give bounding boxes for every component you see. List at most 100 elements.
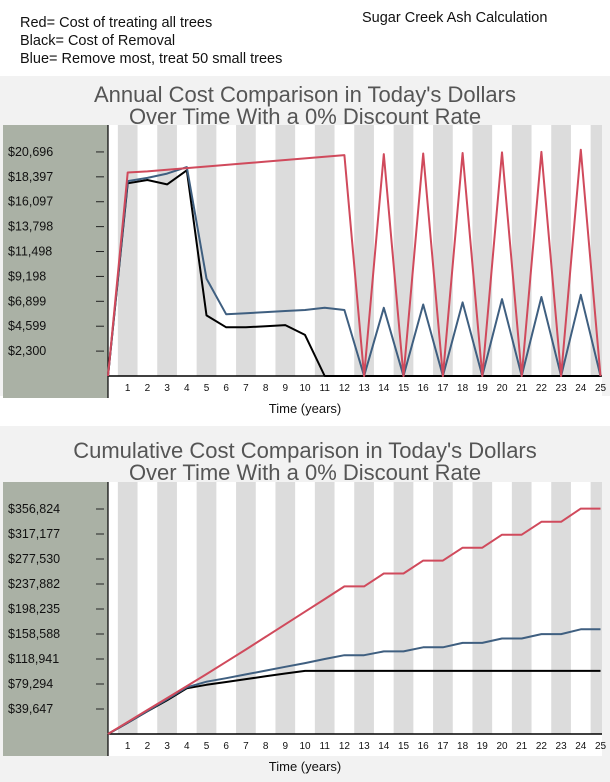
- annual-band: [275, 125, 296, 376]
- cumulative-band: [551, 482, 571, 734]
- cumulative-x-tick-label: 5: [204, 741, 210, 752]
- annual-series-blue-line: [107, 166, 602, 377]
- cumulative-band: [275, 482, 296, 734]
- cumulative-x-tick-label: 17: [437, 741, 449, 752]
- cumulative-x-tick-label: 2: [145, 741, 151, 752]
- annual-x-tick-label: 19: [477, 383, 489, 394]
- cumulative-band: [472, 482, 493, 734]
- annual-band: [157, 125, 177, 376]
- annual-band: [590, 125, 602, 376]
- cumulative-y-tick-label: $237,882: [8, 577, 60, 591]
- cumulative-y-tick-label: $356,824: [8, 502, 60, 516]
- legend-black: Black= Cost of Removal: [20, 33, 176, 49]
- annual-y-tick-label: $13,798: [8, 220, 53, 234]
- cumulative-x-tick-label: 13: [359, 741, 371, 752]
- cumulative-band: [433, 482, 453, 734]
- cumulative-chart-title: Cumulative Cost Comparison in Today's Do…: [0, 440, 610, 484]
- annual-y-tick-label: $11,498: [8, 245, 52, 259]
- cumulative-band: [196, 482, 217, 734]
- annual-x-tick-label: 12: [339, 383, 351, 394]
- cumulative-x-tick-label: 12: [339, 741, 351, 752]
- cumulative-band: [511, 482, 532, 734]
- cumulative-y-tick-label: $277,530: [8, 552, 60, 566]
- cumulative-x-tick-label: 15: [398, 741, 410, 752]
- cumulative-x-tick-label: 16: [418, 741, 430, 752]
- cumulative-band: [354, 482, 374, 734]
- cumulative-y-tick-label: $317,177: [8, 527, 60, 541]
- cumulative-band: [117, 482, 138, 734]
- cumulative-x-tick-label: 20: [496, 741, 508, 752]
- annual-x-tick-label: 20: [496, 383, 508, 394]
- cumulative-x-axis-label: Time (years): [268, 759, 342, 774]
- cumulative-x-tick-label: 21: [516, 741, 528, 752]
- cumulative-x-tick-label: 25: [595, 741, 607, 752]
- annual-x-tick-label: 7: [243, 383, 249, 394]
- cumulative-y-tick-label: $79,294: [8, 677, 53, 691]
- cumulative-title-line1: Cumulative Cost Comparison in Today's Do…: [73, 438, 537, 463]
- annual-x-tick-label: 4: [184, 383, 190, 394]
- annual-x-tick-label: 13: [359, 383, 371, 394]
- annual-band: [196, 125, 217, 376]
- cumulative-x-tick-label: 3: [164, 741, 170, 752]
- cumulative-y-axis-bg: [3, 482, 108, 756]
- annual-chart-title: Annual Cost Comparison in Today's Dollar…: [0, 84, 610, 128]
- cumulative-x-tick-label: 6: [223, 741, 229, 752]
- cumulative-y-tick-label: $158,588: [8, 627, 60, 641]
- annual-band: [314, 125, 335, 376]
- annual-x-tick-label: 11: [320, 383, 331, 394]
- legend-blue: Blue= Remove most, treat 50 small trees: [20, 51, 283, 67]
- annual-y-tick-label: $4,599: [8, 319, 46, 333]
- cumulative-x-axis-strip: [108, 734, 602, 756]
- cumulative-series-black-line: [107, 669, 601, 735]
- annual-x-tick-label: 17: [437, 383, 449, 394]
- cumulative-x-tick-label: 14: [378, 741, 390, 752]
- cumulative-y-tick-label: $39,647: [8, 702, 53, 716]
- cumulative-x-tick-label: 18: [457, 741, 469, 752]
- cumulative-band: [314, 482, 335, 734]
- annual-y-tick-label: $2,300: [8, 344, 46, 358]
- cumulative-x-tick-label: 24: [575, 741, 587, 752]
- annual-x-axis-label: Time (years): [268, 401, 342, 416]
- annual-series-black-line: [107, 169, 601, 377]
- annual-x-tick-label: 5: [204, 383, 210, 394]
- cumulative-band: [393, 482, 414, 734]
- annual-x-tick-label: 21: [516, 383, 528, 394]
- annual-chart: $2,300 $4,599 $6,899 $9,198 $11,498 $13,798 $1…: [3, 125, 607, 398]
- annual-x-tick-label: 8: [263, 383, 269, 394]
- annual-y-tick-label: $9,198: [8, 269, 46, 283]
- annual-y-tick-label: $16,097: [8, 195, 53, 209]
- annual-x-tick-label: 25: [595, 383, 607, 394]
- app-title: Sugar Creek Ash Calculation: [362, 10, 548, 26]
- cumulative-x-tick-label: 1: [125, 741, 131, 752]
- cumulative-x-tick-label: 22: [536, 741, 548, 752]
- annual-x-tick-label: 24: [575, 383, 587, 394]
- cumulative-series-red-line: [107, 507, 601, 735]
- annual-x-tick-label: 22: [536, 383, 548, 394]
- cumulative-x-tick-label: 11: [320, 741, 331, 752]
- cumulative-y-tick-label: $118,941: [8, 652, 59, 666]
- cumulative-x-tick-label: 7: [243, 741, 249, 752]
- cumulative-band: [157, 482, 177, 734]
- legend: Red= Cost of treating all trees Black= C…: [20, 14, 282, 68]
- cumulative-band: [236, 482, 256, 734]
- cumulative-x-tick-label: 23: [556, 741, 568, 752]
- annual-x-axis-strip: [108, 376, 602, 398]
- annual-x-tick-label: 3: [164, 383, 170, 394]
- cumulative-series-blue-line: [107, 628, 601, 735]
- annual-x-tick-label: 23: [556, 383, 568, 394]
- cumulative-band: [590, 482, 602, 734]
- cumulative-x-tick-label: 10: [299, 741, 311, 752]
- cumulative-x-tick-label: 19: [477, 741, 489, 752]
- annual-title-line2: Over Time With a 0% Discount Rate: [128, 104, 482, 129]
- cumulative-x-tick-label: 4: [184, 741, 190, 752]
- annual-x-tick-label: 10: [299, 383, 311, 394]
- annual-series-red-line: [107, 148, 602, 377]
- annual-x-tick-label: 14: [378, 383, 390, 394]
- annual-title-line1: Annual Cost Comparison in Today's Dollar…: [94, 82, 516, 107]
- annual-x-tick-label: 1: [125, 383, 131, 394]
- annual-band: [117, 125, 138, 376]
- annual-x-tick-label: 9: [283, 383, 289, 394]
- annual-x-tick-label: 15: [398, 383, 410, 394]
- legend-red: Red= Cost of treating all trees: [20, 15, 213, 31]
